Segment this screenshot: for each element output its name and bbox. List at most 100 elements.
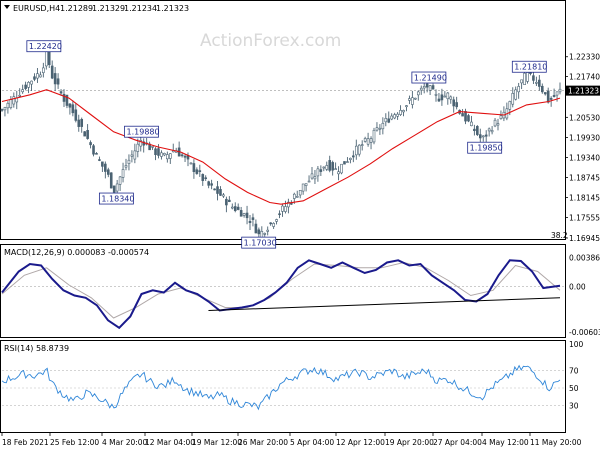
candle-body bbox=[517, 86, 520, 93]
candle-body bbox=[104, 163, 107, 172]
candle-body bbox=[434, 93, 438, 96]
time-tick-label: 25 Feb 12:00 bbox=[50, 438, 99, 447]
candle-body bbox=[195, 169, 199, 174]
candle-body bbox=[514, 89, 518, 100]
candle-body bbox=[490, 130, 494, 133]
price-tick-label: 1.16945 bbox=[569, 234, 600, 243]
rsi-panel-frame bbox=[0, 340, 566, 433]
candle-body bbox=[89, 142, 92, 146]
price-tick-label: 1.18745 bbox=[569, 173, 600, 182]
moving-average-line bbox=[1, 89, 561, 205]
candle-body bbox=[508, 101, 512, 110]
candle-body bbox=[399, 110, 402, 115]
candle-body bbox=[160, 152, 163, 157]
candle-body bbox=[526, 72, 529, 82]
candle-body bbox=[56, 78, 60, 85]
candle-body bbox=[112, 185, 116, 193]
candle-body bbox=[375, 127, 379, 131]
candle-body bbox=[168, 153, 172, 159]
candle-body bbox=[21, 89, 24, 93]
candle-body bbox=[3, 107, 7, 111]
price-tick-label: 1.21740 bbox=[569, 73, 600, 82]
candle-body bbox=[349, 157, 352, 160]
candle-body bbox=[204, 177, 208, 180]
candle-body bbox=[520, 79, 523, 84]
candle-body bbox=[74, 109, 78, 121]
candle-body bbox=[301, 183, 305, 192]
candle-body bbox=[36, 73, 39, 79]
candle-body bbox=[366, 138, 370, 145]
candle-body bbox=[115, 183, 119, 192]
candle-body bbox=[18, 94, 22, 97]
candle-body bbox=[487, 128, 491, 132]
candle-body bbox=[357, 144, 361, 155]
candle-body bbox=[499, 115, 503, 120]
price-tick-label: 1.20530 bbox=[569, 113, 600, 122]
time-tick-label: 4 Mar 20:00 bbox=[102, 438, 148, 447]
candle-body bbox=[443, 95, 447, 98]
candle-body bbox=[369, 138, 373, 143]
fib-label: 38.2 bbox=[551, 231, 568, 240]
candle-body bbox=[440, 94, 444, 101]
rsi-title: RSI(14) 58.8739 bbox=[4, 344, 69, 353]
candle-body bbox=[151, 146, 154, 148]
candle-body bbox=[180, 154, 184, 157]
time-tick-label: 4 May 12:00 bbox=[482, 438, 529, 447]
candle-body bbox=[136, 143, 140, 152]
candle-body bbox=[352, 155, 355, 158]
candle-body bbox=[496, 123, 500, 126]
price-label-box bbox=[467, 141, 503, 154]
candle-body bbox=[92, 145, 95, 155]
price-high: 1.21329 bbox=[92, 4, 125, 13]
candle-body bbox=[408, 98, 411, 101]
rsi-tick-label: 100 bbox=[569, 340, 584, 349]
price-label-box bbox=[511, 60, 547, 73]
candle-body bbox=[363, 138, 367, 142]
collapse-triangle-icon[interactable] bbox=[4, 5, 10, 9]
candle-body bbox=[313, 176, 317, 180]
candle-body bbox=[543, 92, 547, 95]
macd-tick-label: 0.00 bbox=[569, 283, 586, 292]
candle-body bbox=[139, 140, 143, 147]
candle-body bbox=[83, 131, 86, 137]
candle-body bbox=[346, 161, 349, 163]
candle-body bbox=[529, 72, 532, 74]
candle-body bbox=[511, 93, 515, 105]
candle-body bbox=[242, 213, 246, 216]
candle-body bbox=[142, 141, 146, 146]
candle-body bbox=[446, 92, 450, 100]
macd-panel-frame bbox=[0, 244, 566, 338]
candle-body bbox=[47, 52, 51, 66]
candle-body bbox=[166, 154, 169, 160]
candle-body bbox=[207, 181, 210, 186]
candle-body bbox=[343, 161, 346, 165]
candle-body bbox=[473, 128, 476, 132]
candle-body bbox=[192, 163, 196, 172]
candle-body bbox=[425, 83, 429, 88]
time-tick-label: 26 Mar 20:00 bbox=[238, 438, 288, 447]
candle-body bbox=[106, 169, 110, 175]
candle-body bbox=[452, 99, 456, 107]
candle-body bbox=[65, 94, 69, 106]
time-tick-label: 19 Apr 20:00 bbox=[385, 438, 434, 447]
candle-body bbox=[225, 198, 228, 206]
candle-body bbox=[59, 91, 63, 94]
candle-body bbox=[101, 161, 104, 167]
macd-tick-label: -0.006038 bbox=[569, 328, 600, 337]
price-label-text: 1.22420 bbox=[29, 42, 62, 51]
candle-body bbox=[95, 153, 98, 155]
candle-body bbox=[405, 105, 408, 108]
candle-body bbox=[30, 80, 33, 85]
price-close: 1.21323 bbox=[156, 4, 189, 13]
candle-body bbox=[154, 148, 157, 156]
price-label-box bbox=[241, 236, 277, 249]
candle-body bbox=[198, 170, 202, 172]
candle-body bbox=[121, 169, 125, 178]
candle-body bbox=[325, 165, 329, 170]
candle-body bbox=[381, 122, 385, 130]
candle-body bbox=[80, 118, 84, 127]
candle-body bbox=[455, 102, 458, 108]
current-price-marker bbox=[566, 85, 600, 96]
candle-body bbox=[290, 202, 293, 205]
price-tick-label: 1.22330 bbox=[569, 53, 600, 62]
